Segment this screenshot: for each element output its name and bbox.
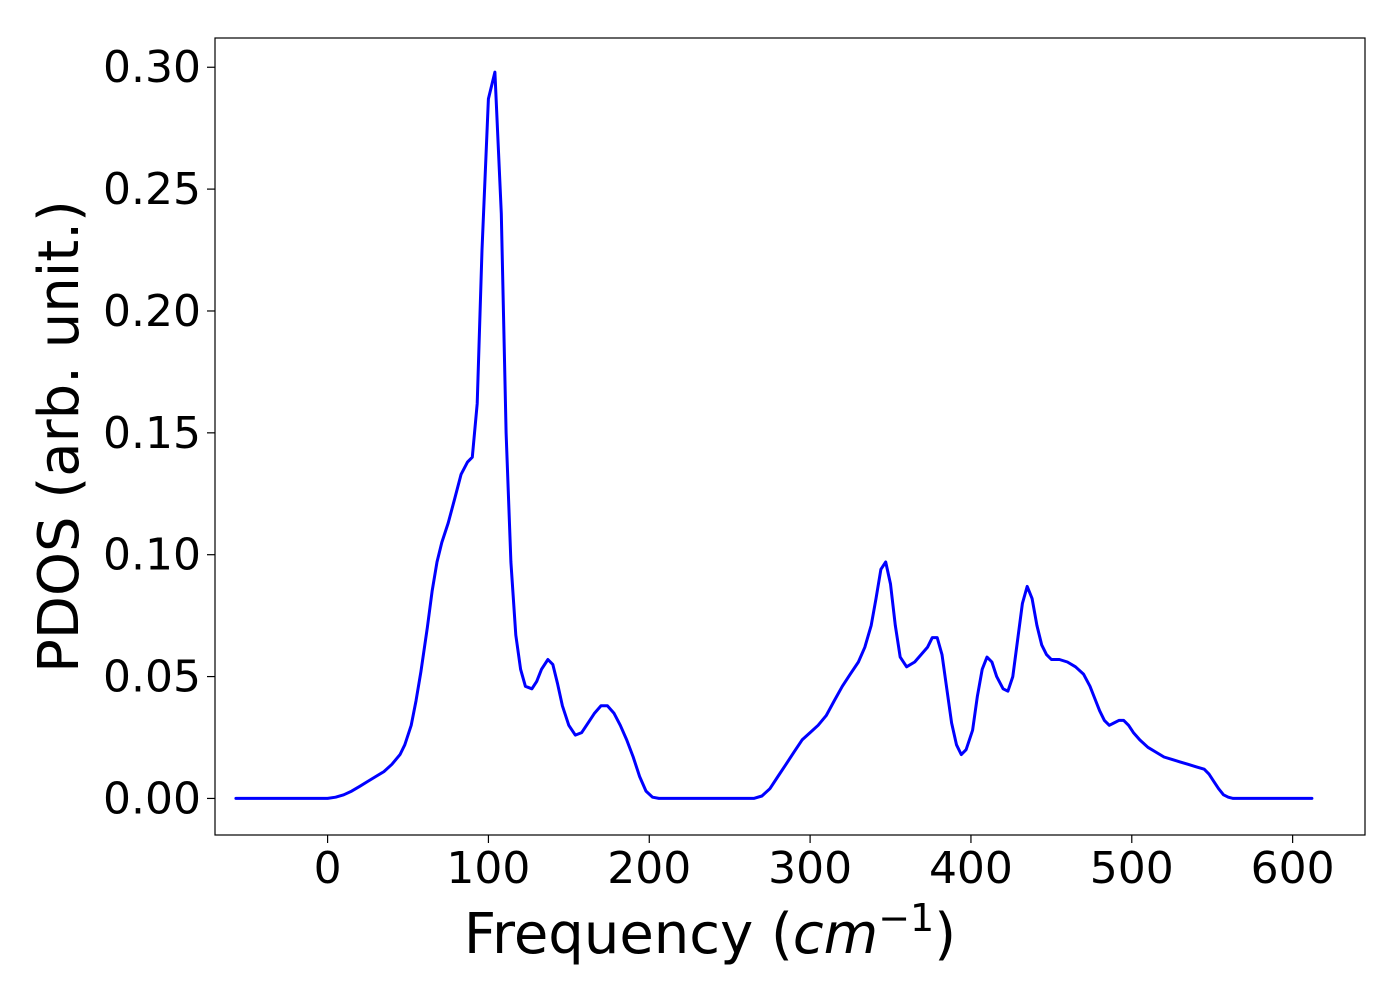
pdos-series-line bbox=[234, 70, 1314, 800]
x-tick-label: 300 bbox=[768, 843, 852, 894]
x-tick-label: 200 bbox=[607, 843, 691, 894]
x-axis-label-text: Frequency ( bbox=[464, 902, 793, 967]
plot-frame bbox=[214, 37, 1366, 836]
x-axis-label-close: ) bbox=[934, 902, 956, 967]
y-tick-label: 0.00 bbox=[103, 773, 201, 824]
x-tick-label: 400 bbox=[929, 843, 1013, 894]
y-tick-label: 0.05 bbox=[103, 652, 201, 703]
x-tick-label: 100 bbox=[446, 843, 530, 894]
x-axis-ticks: 0 100 200 300 400 500 600 bbox=[314, 835, 1335, 894]
y-tick-label: 0.25 bbox=[103, 164, 201, 215]
y-tick-label: 0.15 bbox=[103, 408, 201, 459]
y-tick-label: 0.20 bbox=[103, 286, 201, 337]
y-tick-label: 0.30 bbox=[103, 42, 201, 93]
x-axis-label: Frequency (cm−1) bbox=[464, 896, 956, 967]
y-tick-label: 0.10 bbox=[103, 530, 201, 581]
x-axis-label-unit: cm bbox=[793, 902, 878, 967]
x-tick-label: 600 bbox=[1251, 843, 1335, 894]
x-tick-label: 500 bbox=[1090, 843, 1174, 894]
x-tick-label: 0 bbox=[314, 843, 342, 894]
x-axis-label-exponent: −1 bbox=[878, 896, 934, 940]
y-axis-label: PDOS (arb. unit.) bbox=[27, 200, 92, 673]
y-axis-ticks: 0.00 0.05 0.10 0.15 0.20 0.25 0.30 bbox=[103, 42, 215, 824]
